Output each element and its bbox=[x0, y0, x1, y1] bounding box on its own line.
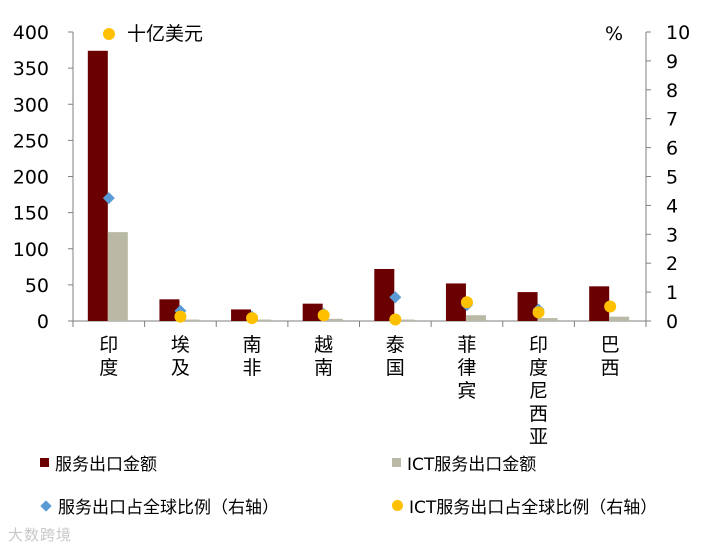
right-tick-label: 9 bbox=[666, 51, 678, 73]
legend-label-services: 服务出口金额 bbox=[55, 455, 157, 475]
right-tick-label: 4 bbox=[666, 195, 678, 217]
dot-point bbox=[389, 313, 402, 326]
bar bbox=[302, 303, 323, 321]
category-label: 南非 bbox=[243, 334, 262, 379]
bar bbox=[107, 232, 128, 321]
bar bbox=[231, 309, 252, 321]
left-tick-label: 50 bbox=[25, 275, 49, 297]
right-tick-label: 8 bbox=[666, 80, 678, 102]
bar bbox=[87, 50, 108, 321]
left-tick-label: 300 bbox=[13, 94, 49, 116]
dot-point bbox=[317, 309, 330, 322]
legend-swatch-services bbox=[40, 458, 49, 467]
legend-item-ict: ICT服务出口金额 bbox=[392, 450, 536, 475]
category-label: 埃及 bbox=[171, 334, 190, 379]
left-tick-label: 350 bbox=[13, 58, 49, 80]
bar bbox=[251, 319, 272, 321]
bar bbox=[517, 292, 538, 321]
legend-swatch-ict-share bbox=[392, 500, 403, 511]
bar bbox=[159, 299, 180, 321]
right-tick-label: 5 bbox=[666, 167, 678, 189]
right-tick-label: 3 bbox=[666, 224, 678, 246]
left-tick-label: 200 bbox=[13, 167, 49, 189]
right-tick-label: 2 bbox=[666, 253, 678, 275]
category-label: 印度 bbox=[99, 334, 118, 379]
category-label: 菲律宾 bbox=[457, 334, 476, 402]
category-label: 巴西 bbox=[601, 334, 620, 379]
left-axis-unit: 十亿美元 bbox=[127, 23, 203, 45]
legend-label-services-share: 服务出口占全球比例（右轴） bbox=[58, 498, 279, 518]
diamond-point bbox=[102, 192, 115, 205]
bar bbox=[465, 315, 486, 321]
right-tick-label: 0 bbox=[666, 311, 678, 333]
left-tick-label: 400 bbox=[13, 22, 49, 44]
legend-label-ict-share: ICT服务出口占全球比例（右轴） bbox=[409, 498, 658, 518]
dot-point bbox=[246, 312, 259, 325]
left-tick-label: 0 bbox=[37, 311, 49, 333]
legend-label-ict: ICT服务出口金额 bbox=[407, 455, 537, 475]
category-label: 印度尼西亚 bbox=[529, 334, 548, 448]
bar bbox=[179, 319, 200, 321]
bar bbox=[322, 318, 343, 321]
legend-swatch-ict bbox=[392, 458, 401, 467]
category-label: 泰国 bbox=[386, 334, 405, 379]
dot-point bbox=[604, 300, 617, 313]
left-tick-label: 250 bbox=[13, 130, 49, 152]
legend-item-ict-share: ICT服务出口占全球比例（右轴） bbox=[392, 493, 657, 518]
dot-point bbox=[532, 306, 545, 319]
bar bbox=[445, 283, 466, 321]
right-tick-label: 6 bbox=[666, 138, 678, 160]
category-label: 越南 bbox=[314, 334, 333, 379]
legend-item-services: 服务出口金额 bbox=[40, 450, 157, 475]
right-tick-label: 1 bbox=[666, 282, 678, 304]
dot-point bbox=[460, 296, 473, 309]
right-tick-label: 7 bbox=[666, 109, 678, 131]
bar bbox=[589, 286, 610, 321]
right-tick-label: 10 bbox=[666, 22, 690, 44]
bar bbox=[394, 319, 415, 321]
dot-point bbox=[174, 310, 187, 323]
bar bbox=[374, 268, 395, 321]
left-tick-label: 100 bbox=[13, 239, 49, 261]
legend-swatch-services-share bbox=[40, 499, 52, 512]
right-axis-unit: % bbox=[605, 23, 623, 45]
watermark: 大数跨境 bbox=[8, 526, 73, 544]
left-tick-label: 150 bbox=[13, 203, 49, 225]
bar bbox=[609, 316, 630, 321]
diamond-point bbox=[389, 291, 402, 304]
bar bbox=[537, 318, 558, 321]
legend-item-services-share: 服务出口占全球比例（右轴） bbox=[40, 493, 279, 518]
left-unit-marker bbox=[103, 28, 115, 40]
